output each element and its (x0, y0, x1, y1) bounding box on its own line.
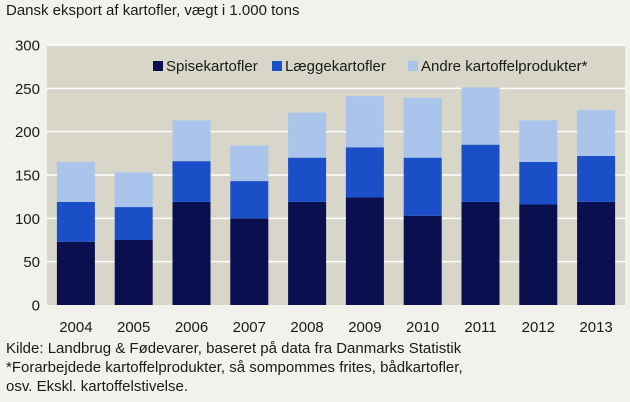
x-tick-label: 2005 (117, 319, 150, 336)
bar-2010-series-0 (403, 215, 442, 305)
bar-2010-series-1 (403, 157, 442, 216)
y-tick-label: 50 (23, 254, 40, 271)
x-tick-label: 2013 (579, 319, 612, 336)
x-tick-label: 2010 (406, 319, 439, 336)
x-tick-label: 2008 (290, 319, 323, 336)
bar-2004-series-1 (56, 201, 95, 242)
bar-2008-series-1 (288, 157, 327, 202)
y-axis-ticks: 0 50 100 150 200 250 300 (15, 38, 40, 315)
bar-2006-series-2 (172, 120, 211, 162)
bar-2005-series-1 (114, 207, 153, 240)
bar-2012-series-2 (519, 120, 558, 162)
legend-swatch (408, 61, 418, 71)
legend: Spisekartofler Læggekartofler Andre kartof… (153, 58, 588, 75)
bar-2012-series-0 (519, 204, 558, 305)
source-note: Kilde: Landbrug & Fødevarer, baseret på … (6, 340, 462, 357)
bar-2006-series-1 (172, 161, 211, 202)
bar-2013-series-0 (577, 201, 616, 305)
bar-2008-series-2 (288, 112, 327, 158)
chart-title: Dansk eksport af kartofler, vægt i 1.000… (6, 2, 300, 19)
bar-2013-series-2 (577, 110, 616, 156)
legend-label: Spisekartofler (166, 58, 258, 75)
bar-2009-series-2 (345, 96, 384, 148)
footnote-line-2: osv. Ekskl. kartoffelstivelse. (6, 378, 189, 395)
bar-2013-series-1 (577, 155, 616, 202)
bar-2012-series-1 (519, 162, 558, 205)
legend-swatch (272, 61, 282, 71)
y-tick-label: 0 (32, 298, 40, 315)
x-tick-label: 2009 (348, 319, 381, 336)
y-tick-label: 300 (15, 38, 40, 55)
bar-2007-series-1 (230, 181, 269, 219)
x-tick-label: 2007 (233, 319, 266, 336)
bar-2005-series-0 (114, 240, 153, 305)
legend-label: Andre kartoffelprodukter* (421, 58, 588, 75)
bar-2004-series-2 (56, 162, 95, 202)
bar-2010-series-2 (403, 97, 442, 158)
bars (56, 87, 616, 305)
y-tick-label: 250 (15, 81, 40, 98)
bar-2008-series-0 (288, 201, 327, 305)
y-tick-label: 200 (15, 124, 40, 141)
bar-2011-series-0 (461, 201, 500, 305)
footnote-line-1: *Forarbejdede kartoffelprodukter, så som… (6, 359, 463, 376)
legend-label: Læggekartofler (285, 58, 386, 75)
bar-2005-series-2 (114, 172, 153, 208)
legend-swatch (153, 61, 163, 71)
bar-2009-series-0 (345, 197, 384, 305)
bar-2007-series-2 (230, 145, 269, 182)
bar-2007-series-0 (230, 218, 269, 305)
x-tick-label: 2011 (464, 319, 496, 336)
x-tick-label: 2012 (522, 319, 555, 336)
y-tick-label: 100 (15, 211, 40, 228)
bar-2011-series-2 (461, 87, 500, 145)
x-tick-label: 2006 (175, 319, 208, 336)
x-tick-label: 2004 (59, 319, 92, 336)
bar-2009-series-1 (345, 147, 384, 198)
y-tick-label: 150 (15, 168, 40, 185)
x-axis-ticks: 2004 2005 2006 2007 2008 2009 2010 2011 2012 2013 (59, 319, 613, 336)
bar-2011-series-1 (461, 144, 500, 202)
bar-2004-series-0 (56, 241, 95, 305)
bar-2006-series-0 (172, 201, 211, 305)
